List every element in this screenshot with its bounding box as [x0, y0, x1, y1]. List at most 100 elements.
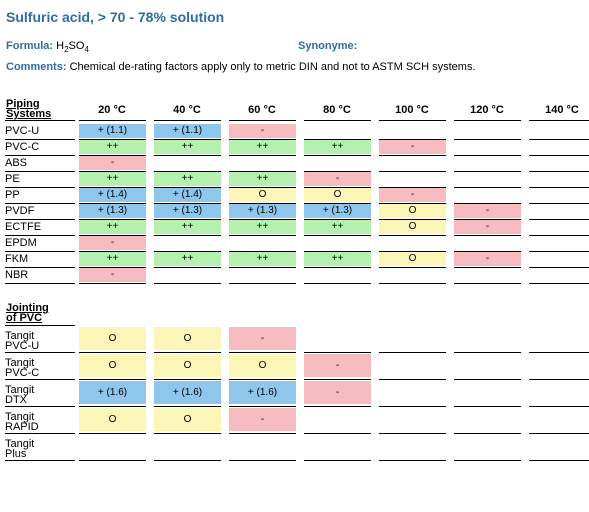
rating-cell: O: [379, 204, 446, 218]
cell-rule: [229, 139, 296, 140]
cell-rule: [379, 460, 446, 461]
cell-rule: [229, 433, 296, 434]
cell-rule: [379, 219, 446, 220]
rating-cell: [304, 408, 371, 431]
cell-rule: [79, 406, 146, 407]
rating-cell: [529, 327, 589, 350]
cell-rule: [454, 379, 521, 380]
cell-rule: [229, 283, 296, 284]
rating-cell: O: [154, 354, 221, 377]
rating-cell: [154, 268, 221, 282]
cell-rule: [529, 267, 589, 268]
cell-rule: [229, 187, 296, 188]
cell-rule: [454, 155, 521, 156]
cell-rule: [79, 283, 146, 284]
rating-cell: [529, 140, 589, 154]
cell-rule: [529, 433, 589, 434]
row-label-material: PVDF: [5, 205, 35, 217]
row-rule: [5, 352, 75, 353]
rating-cell: + (1.4): [79, 188, 146, 202]
rating-cell: + (1.4): [154, 188, 221, 202]
rating-cell: ++: [229, 252, 296, 266]
cell-rule: [304, 267, 371, 268]
header-rule: [229, 120, 296, 121]
rating-cell: [454, 268, 521, 282]
row-rule: [5, 203, 75, 204]
rating-cell: [529, 188, 589, 202]
cell-rule: [229, 406, 296, 407]
rating-cell: [529, 124, 589, 138]
rating-cell: + (1.3): [229, 204, 296, 218]
cell-rule: [304, 203, 371, 204]
rating-cell: [529, 435, 589, 458]
rating-cell: O: [304, 188, 371, 202]
rating-cell: [529, 252, 589, 266]
row-rule: [5, 219, 75, 220]
cell-rule: [379, 155, 446, 156]
cell-rule: [529, 171, 589, 172]
header-rule: [379, 120, 446, 121]
cell-rule: [529, 251, 589, 252]
row-rule: [5, 379, 75, 380]
row-label-adhesive: Tangit: [5, 357, 35, 369]
row-label-material: PVC-C: [5, 141, 40, 153]
cell-rule: [304, 460, 371, 461]
rating-cell: [529, 204, 589, 218]
rating-cell: ++: [154, 172, 221, 186]
cell-rule: [379, 187, 446, 188]
cell-rule: [304, 219, 371, 220]
rating-cell: [454, 381, 521, 404]
rating-cell: [379, 354, 446, 377]
cell-rule: [379, 251, 446, 252]
cell-rule: [79, 155, 146, 156]
cell-rule: [229, 203, 296, 204]
cell-rule: [379, 433, 446, 434]
rating-cell: [229, 236, 296, 250]
cell-rule: [154, 171, 221, 172]
row-label-adhesive: Tangit: [5, 411, 35, 423]
row-rule: [5, 406, 75, 407]
rating-cell: -: [379, 140, 446, 154]
rating-cell: -: [304, 172, 371, 186]
rating-cell: -: [454, 252, 521, 266]
rating-cell: ++: [154, 220, 221, 234]
rating-cell: [379, 408, 446, 431]
rating-cell: + (1.3): [154, 204, 221, 218]
synonyme-line: Synonyme:: [298, 40, 357, 52]
cell-rule: [229, 267, 296, 268]
rating-cell: [229, 268, 296, 282]
cell-rule: [379, 283, 446, 284]
rating-cell: -: [229, 408, 296, 431]
cell-rule: [379, 235, 446, 236]
temperature-header: 120 °C: [470, 104, 504, 116]
row-rule: [5, 251, 75, 252]
row-label-adhesive-variant: PVC-C: [5, 367, 40, 379]
cell-rule: [304, 406, 371, 407]
rating-cell: -: [454, 220, 521, 234]
rating-cell: [304, 435, 371, 458]
cell-rule: [154, 219, 221, 220]
cell-rule: [454, 139, 521, 140]
rating-cell: -: [304, 354, 371, 377]
cell-rule: [79, 433, 146, 434]
cell-rule: [529, 219, 589, 220]
jointing-header: Jointing: [6, 302, 49, 314]
piping-header: Piping: [6, 98, 40, 110]
rating-cell: + (1.3): [79, 204, 146, 218]
header-rule: [154, 120, 221, 121]
cell-rule: [154, 406, 221, 407]
rating-cell: [304, 327, 371, 350]
cell-rule: [79, 460, 146, 461]
formula-value: H2SO4: [56, 40, 89, 55]
rating-cell: [379, 156, 446, 170]
header-rule: [304, 120, 371, 121]
cell-rule: [229, 171, 296, 172]
rating-cell: [454, 188, 521, 202]
rating-cell: O: [379, 252, 446, 266]
rating-cell: + (1.6): [79, 381, 146, 404]
synonyme-label: Synonyme:: [298, 40, 358, 52]
cell-rule: [304, 352, 371, 353]
cell-rule: [454, 203, 521, 204]
rating-cell: O: [79, 408, 146, 431]
cell-rule: [304, 139, 371, 140]
